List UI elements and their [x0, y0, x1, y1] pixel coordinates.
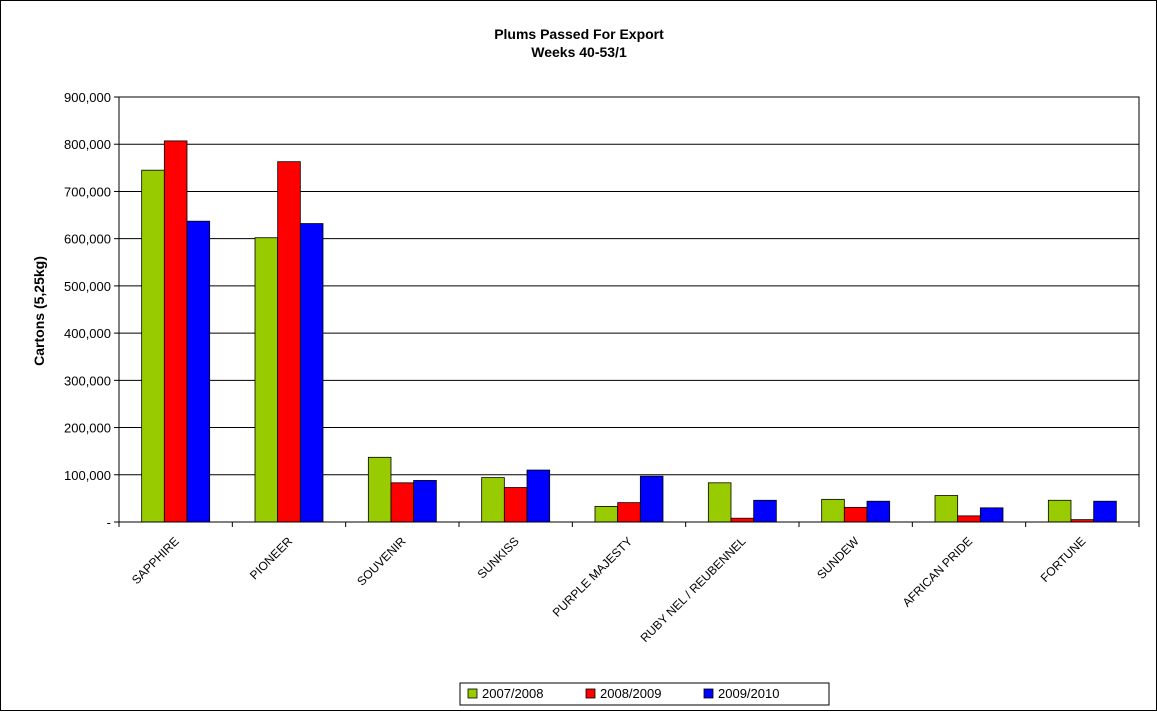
legend: 2007/2008 2008/2009 2009/2010 — [459, 682, 830, 706]
y-tick-label: 800,000 — [64, 137, 111, 152]
x-tick-label: PURPLE MAJESTY — [550, 534, 635, 619]
bar-2007-2008-sunkiss — [481, 477, 505, 523]
bar-2008-2009-purple-majesty — [617, 502, 641, 523]
x-tick-label: PIONEER — [247, 534, 295, 582]
y-tick-label: - — [107, 515, 111, 530]
legend-swatch — [703, 688, 714, 699]
bar-2009-2010-pioneer — [299, 223, 324, 523]
legend-label: 2008/2009 — [600, 686, 661, 701]
y-axis-title: Cartons (5,25kg) — [31, 256, 47, 366]
legend-label: 2009/2010 — [718, 686, 779, 701]
bar-2007-2008-fortune — [1047, 499, 1072, 523]
bar-2008-2009-sunkiss — [503, 487, 528, 523]
bar-2007-2008-african-pride — [934, 495, 959, 523]
chart-title: Plums Passed For Export — [494, 26, 664, 42]
chart-subtitle: Weeks 40-53/1 — [531, 44, 627, 60]
y-tick-label: 200,000 — [64, 421, 111, 436]
bar-2009-2010-purple-majesty — [639, 475, 664, 523]
y-tick-labels: - 100,000 200,000 300,000 400,000 500,000 600,… — [64, 90, 111, 530]
bars — [141, 140, 1117, 523]
y-tick-label: 300,000 — [64, 373, 111, 388]
x-tick-label: RUBY NEL / REUBENNEL — [638, 534, 749, 645]
bar-2009-2010-sundew — [866, 500, 891, 523]
bar-2009-2010-ruby-nel-reubennel — [753, 499, 777, 523]
y-tick-label: 400,000 — [64, 326, 111, 341]
plot-area — [118, 96, 1140, 523]
legend-swatch — [467, 688, 478, 699]
bar-2008-2009-sundew — [843, 506, 868, 523]
y-tick-label: 900,000 — [64, 90, 111, 105]
axes — [118, 96, 1140, 527]
bar-2007-2008-sapphire — [141, 169, 165, 523]
y-tick-label: 100,000 — [64, 468, 111, 483]
x-tick-label: SOUVENIR — [354, 534, 408, 588]
bar-2007-2008-purple-majesty — [594, 506, 619, 523]
bar-2009-2010-african-pride — [979, 507, 1004, 523]
x-tick-label: AFRICAN PRIDE — [900, 534, 975, 609]
x-tick-label: SUNDEW — [814, 534, 862, 582]
x-tick-label: SAPPHIRE — [129, 534, 182, 587]
bar-2007-2008-pioneer — [254, 237, 279, 523]
bar-2007-2008-sundew — [821, 498, 845, 523]
bar-2008-2009-sapphire — [163, 140, 188, 523]
y-tick-label: 500,000 — [64, 279, 111, 294]
y-tick-label: 700,000 — [64, 184, 111, 199]
x-tick-label: SUNKISS — [475, 534, 522, 581]
bar-2007-2008-ruby-nel-reubennel — [707, 482, 732, 523]
bar-2009-2010-sapphire — [186, 220, 211, 523]
bar-2009-2010-sunkiss — [526, 469, 551, 523]
bar-2009-2010-fortune — [1093, 500, 1117, 523]
legend-label: 2007/2008 — [482, 686, 543, 701]
legend-box — [459, 682, 830, 706]
bar-2008-2009-souvenir — [390, 482, 415, 523]
bar-2008-2009-ruby-nel-reubennel — [730, 517, 755, 523]
bar-2008-2009-pioneer — [277, 161, 301, 523]
bar-2007-2008-souvenir — [367, 456, 392, 523]
bar-2009-2010-souvenir — [413, 480, 437, 523]
bar-2008-2009-african-pride — [957, 515, 981, 523]
x-tick-label: FORTUNE — [1038, 534, 1089, 585]
y-tick-label: 600,000 — [64, 232, 111, 247]
legend-swatch — [585, 688, 596, 699]
x-tick-labels: SAPPHIRE PIONEER SOUVENIR SUNKISS PURPLE MAJ… — [129, 534, 1088, 645]
